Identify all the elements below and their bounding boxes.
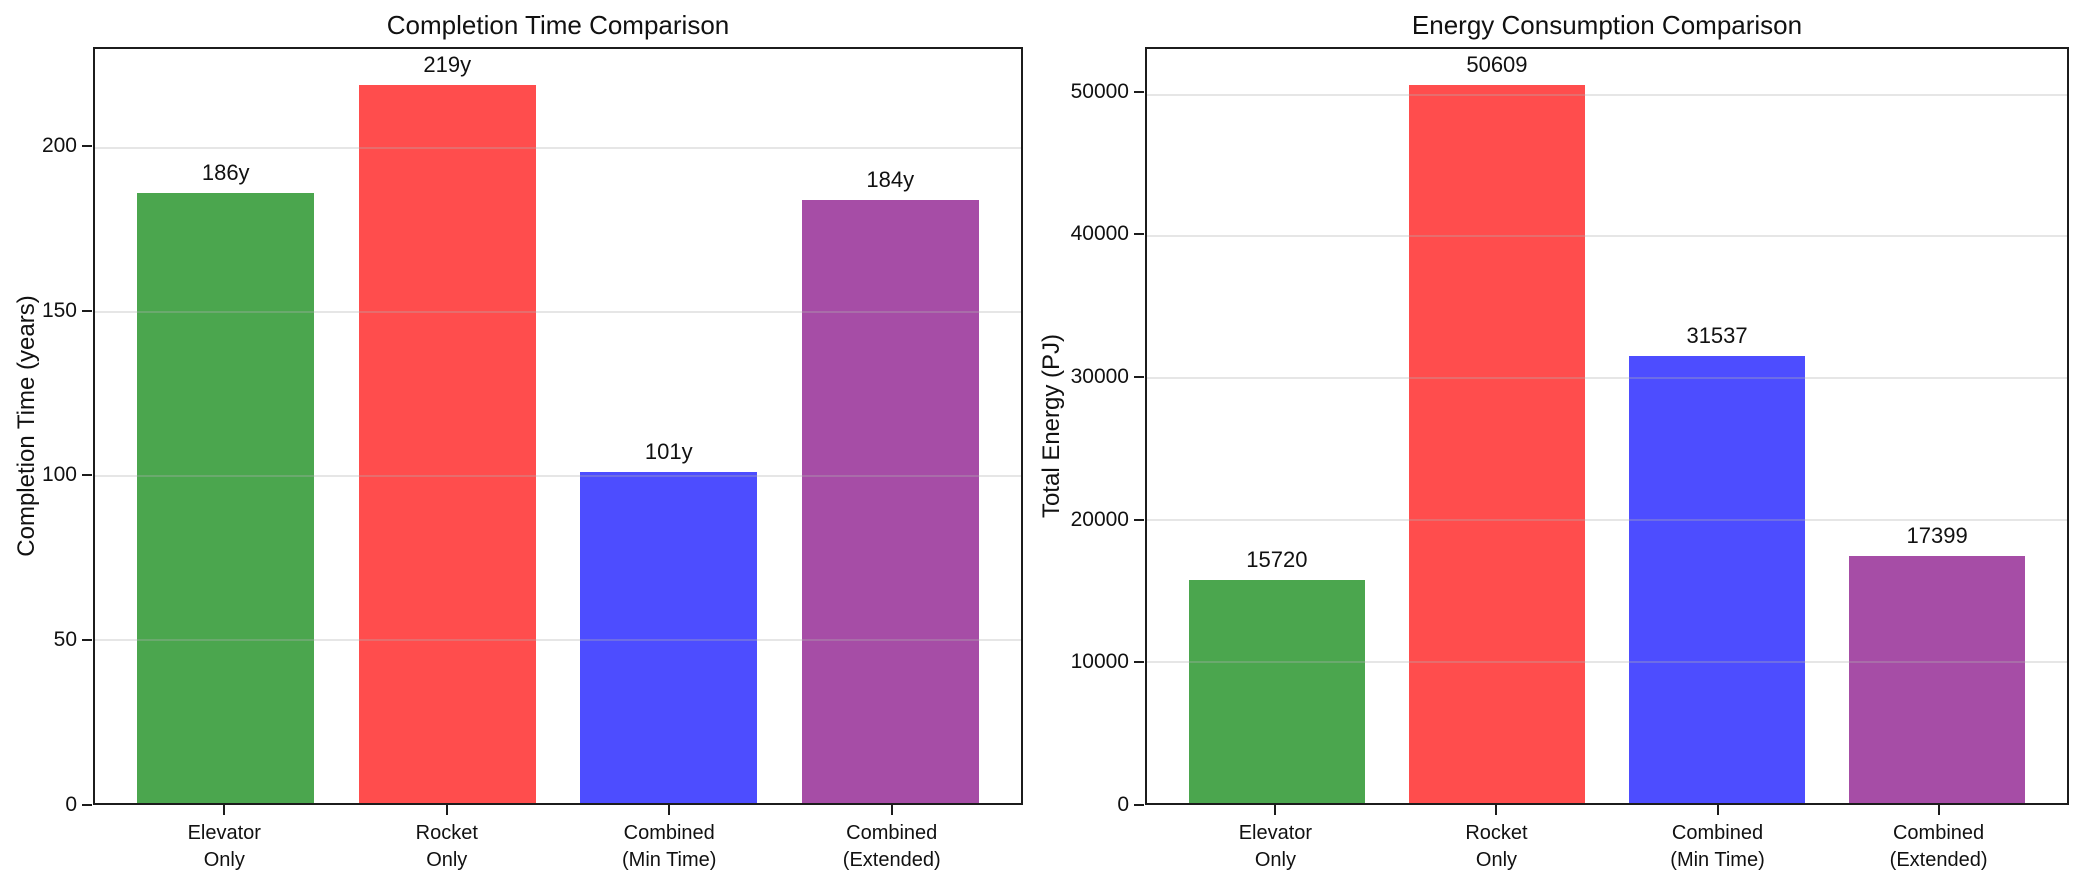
y-tick-label: 20000: [1070, 507, 1129, 531]
plot-area: 186y 219y 101y 184y: [93, 47, 1023, 805]
y-tick-mark: [1134, 518, 1144, 521]
y-tick-mark: [1134, 661, 1144, 664]
bar-combined-extended: [801, 199, 979, 803]
y-tick-label: 0: [1117, 793, 1129, 816]
bar-combined-extended: [1849, 556, 2026, 803]
x-tick-mark: [1937, 805, 1940, 815]
x-tick-label: Elevator Only: [187, 822, 261, 871]
bar-value-label: 219y: [423, 52, 472, 78]
bar-elevator-only: [137, 193, 315, 803]
x-tick-label: Combined (Extended): [842, 822, 941, 871]
bar-value-label: 186y: [201, 160, 250, 186]
bar-value-label: 31537: [1686, 322, 1748, 348]
y-tick-label: 100: [41, 463, 77, 487]
x-tick-label: Rocket Only: [415, 822, 478, 871]
bar-elevator-only: [1188, 579, 1365, 803]
bar-rocket-only: [1408, 84, 1585, 803]
y-tick-label: 30000: [1070, 365, 1129, 389]
x-tick-mark: [668, 805, 671, 815]
bar-value-label: 50609: [1466, 51, 1528, 77]
bar-combined-min-time: [1629, 355, 1806, 803]
x-tick-label: Combined (Min Time): [1670, 822, 1765, 871]
plot-area: 15720 50609 31537 17399: [1145, 47, 2069, 805]
bar-combined-min-time: [580, 471, 758, 803]
bar-value-label: 184y: [866, 166, 915, 192]
y-tick-mark: [1134, 804, 1144, 806]
y-tick-label: 50: [53, 628, 77, 652]
grid-line: [1147, 235, 2067, 238]
y-tick-mark: [82, 804, 92, 806]
x-tick-mark: [1716, 805, 1719, 815]
chart-title: Completion Time Comparison: [386, 10, 730, 40]
grid-line: [1147, 377, 2067, 380]
y-tick-mark: [82, 144, 92, 147]
grid-line: [1147, 519, 2067, 522]
grid-line: [1147, 93, 2067, 96]
bar-value-label: 17399: [1906, 523, 1968, 549]
y-tick-mark: [1134, 233, 1144, 236]
x-tick-label: Rocket Only: [1465, 822, 1528, 871]
y-tick-label: 200: [41, 133, 77, 157]
x-tick-label: Elevator Only: [1238, 822, 1313, 871]
x-tick-mark: [890, 805, 893, 815]
x-tick-mark: [445, 805, 448, 815]
y-tick-label: 50000: [1070, 79, 1129, 103]
y-tick-mark: [82, 309, 92, 312]
y-tick-mark: [1134, 376, 1144, 379]
x-tick-label: Combined (Extended): [1889, 822, 1988, 871]
bar-rocket-only: [358, 85, 536, 803]
bar-value-label: 101y: [644, 438, 693, 464]
y-tick-mark: [1134, 90, 1144, 93]
y-tick-mark: [82, 639, 92, 642]
y-tick-label: 10000: [1070, 650, 1129, 674]
y-tick-label: 150: [41, 298, 77, 322]
y-tick-label: 0: [65, 793, 77, 816]
x-tick-label: Combined (Min Time): [622, 822, 717, 871]
bar-value-label: 15720: [1246, 546, 1308, 572]
x-tick-mark: [1274, 805, 1277, 815]
chart-title: Energy Consumption Comparison: [1411, 10, 1803, 40]
x-tick-mark: [1495, 805, 1498, 815]
y-tick-label: 40000: [1070, 222, 1129, 246]
y-axis-label: Total Energy (PJ): [1038, 333, 1065, 519]
y-tick-mark: [82, 474, 92, 477]
x-tick-mark: [223, 805, 226, 815]
